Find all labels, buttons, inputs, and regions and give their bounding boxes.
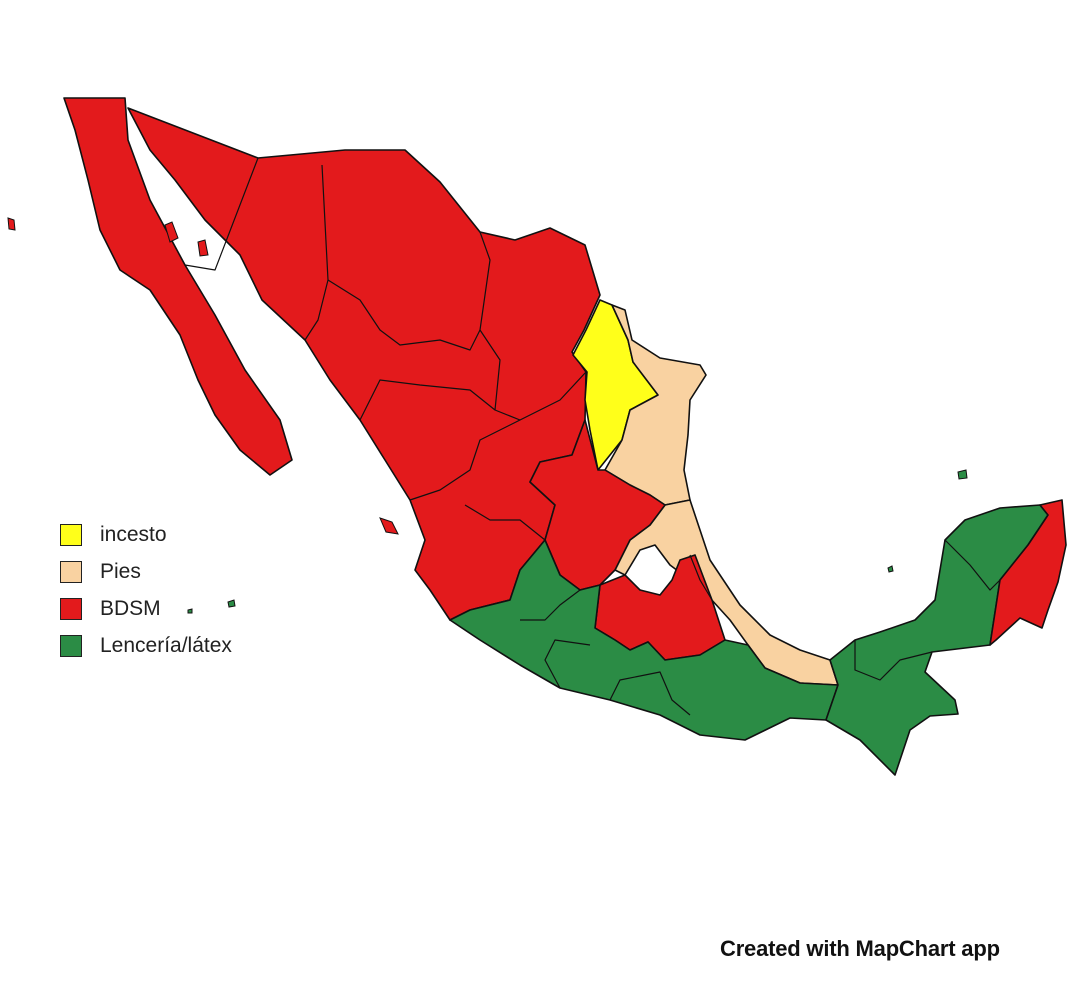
island-marias	[379, 517, 399, 535]
island-gulf-1	[164, 221, 179, 243]
legend-item-bdsm[interactable]: BDSM	[60, 590, 232, 627]
island-revillagigedo-2	[187, 608, 193, 614]
legend-swatch	[60, 634, 82, 657]
island-gulf-2	[197, 239, 209, 257]
legend-item-pies[interactable]: Pies	[60, 553, 232, 590]
mapchart-credit: Created with MapChart app	[720, 936, 1000, 961]
legend-label: Lencería/látex	[100, 633, 232, 657]
region-baja-california[interactable]	[63, 97, 293, 476]
legend-item-lenceria[interactable]: Lencería/látex	[60, 627, 232, 664]
island-revillagigedo-1	[227, 599, 236, 608]
island-gulf-small	[887, 565, 894, 573]
region-southeast[interactable]	[825, 504, 1049, 776]
legend-label: incesto	[100, 522, 167, 546]
map-legend: incesto Pies BDSM Lencería/látex	[60, 516, 232, 664]
island-arrecife	[957, 469, 968, 480]
legend-item-incesto[interactable]: incesto	[60, 516, 232, 553]
legend-label: BDSM	[100, 596, 161, 620]
legend-swatch	[60, 523, 82, 546]
legend-swatch	[60, 597, 82, 620]
island-guadalupe	[7, 217, 16, 231]
legend-swatch	[60, 560, 82, 583]
region-pacific-south[interactable]	[449, 539, 839, 741]
region-quintana-roo[interactable]	[989, 499, 1067, 646]
legend-label: Pies	[100, 559, 141, 583]
